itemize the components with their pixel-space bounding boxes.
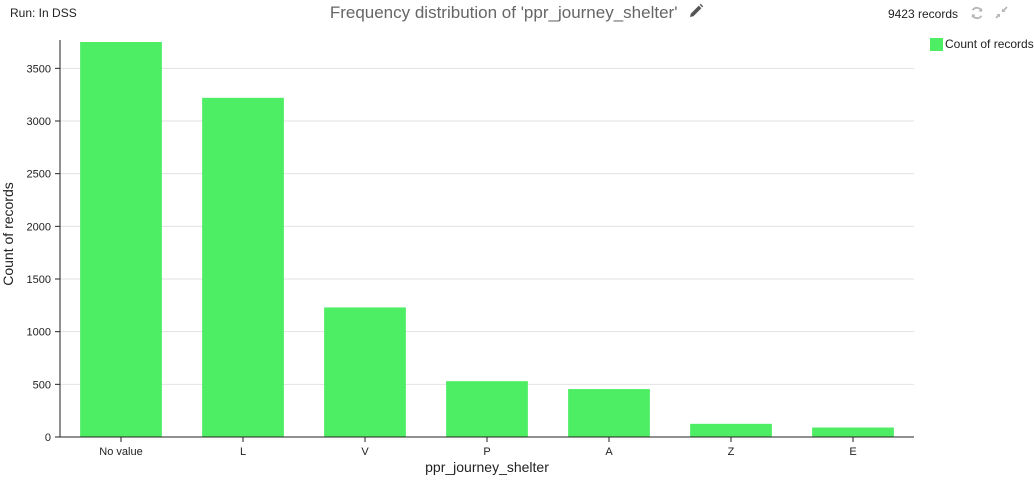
y-tick-label: 0	[45, 432, 51, 444]
chart-title: Frequency distribution of 'ppr_journey_s…	[329, 3, 678, 22]
bar[interactable]	[324, 307, 406, 437]
y-tick-label: 1500	[27, 274, 51, 286]
x-axis: No value L V P A Z E	[60, 436, 914, 458]
x-tick-label: Z	[728, 446, 735, 458]
y-tick-label: 2500	[27, 169, 51, 181]
bar[interactable]	[80, 42, 162, 437]
x-tick-label: A	[605, 446, 613, 458]
x-tick-label: No value	[99, 446, 142, 458]
x-tick-label: E	[849, 446, 856, 458]
bar[interactable]	[690, 423, 772, 437]
y-tick-label: 3500	[27, 63, 51, 75]
refresh-icon[interactable]	[970, 6, 984, 25]
x-axis-title: ppr_journey_shelter	[425, 459, 549, 475]
y-axis-title: Count of records	[0, 182, 16, 286]
bar[interactable]	[202, 97, 284, 438]
y-tick-label: 2000	[27, 221, 51, 233]
grid-lines	[60, 67, 914, 385]
y-axis: 0 500 1000 1500 2000 2500 3000 3500	[27, 40, 61, 444]
legend[interactable]: Count of records	[930, 37, 1034, 51]
x-tick-label: L	[240, 446, 246, 458]
run-label: Run: In DSS	[10, 6, 77, 20]
bar[interactable]	[568, 389, 650, 437]
record-count: 9423 records	[887, 7, 958, 21]
x-tick-label: V	[361, 446, 369, 458]
y-tick-label: 1000	[27, 327, 51, 339]
bar[interactable]	[446, 381, 528, 437]
y-tick-label: 500	[33, 379, 51, 391]
pencil-icon[interactable]	[688, 3, 704, 24]
legend-swatch	[930, 37, 943, 51]
x-tick-label: P	[483, 446, 490, 458]
bars	[80, 42, 894, 438]
chart-title-container: Frequency distribution of 'ppr_journey_s…	[0, 3, 1034, 24]
bar[interactable]	[812, 427, 894, 437]
collapse-icon[interactable]	[994, 6, 1008, 25]
legend-label: Count of records	[945, 37, 1034, 51]
y-tick-label: 3000	[27, 116, 51, 128]
